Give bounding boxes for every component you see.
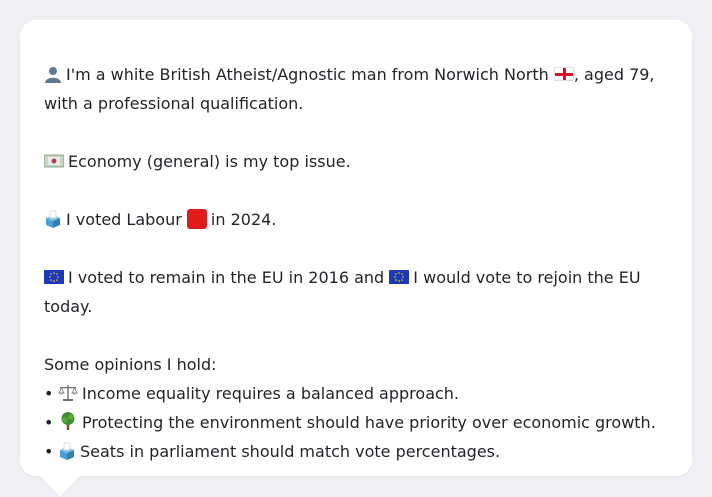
- eu-text-b: I would vote to rejoin the EU: [413, 268, 641, 287]
- bullet-icon: •: [44, 384, 54, 403]
- bio-line1-text: I'm a white British Atheist/Agnostic man…: [66, 65, 549, 84]
- scales-icon: [58, 385, 78, 401]
- speech-bubble-tail: [40, 476, 80, 496]
- eu-flag-icon: [44, 270, 64, 284]
- opinion-text: Protecting the environment should have p…: [82, 413, 656, 432]
- bullet-icon: •: [44, 442, 54, 461]
- eu-flag-icon: [389, 270, 410, 284]
- ballot-box-icon: [46, 210, 60, 228]
- tree-icon: [61, 412, 75, 430]
- opinion-item: • Income equality requires a balanced ap…: [44, 379, 668, 408]
- eu-text-a: I voted to remain in the EU in 2016 and: [68, 268, 385, 287]
- issue-text: Economy (general) is my top issue.: [68, 152, 351, 171]
- issue-paragraph: Economy (general) is my top issue.: [44, 147, 668, 176]
- opinions-section: Some opinions I hold: • Income equality …: [44, 350, 668, 466]
- bio-line2-text: with a professional qualification.: [44, 94, 304, 113]
- ballot-box-icon: [60, 442, 74, 460]
- money-icon: [44, 154, 64, 168]
- persona-card: I'm a white British Atheist/Agnostic man…: [20, 20, 692, 476]
- opinions-heading: Some opinions I hold:: [44, 355, 217, 374]
- bullet-icon: •: [44, 413, 54, 432]
- opinion-item: • Seats in parliament should match vote …: [44, 437, 668, 466]
- england-flag-icon: [553, 67, 574, 81]
- opinion-text: Income equality requires a balanced appr…: [82, 384, 460, 403]
- eu-text-c: today.: [44, 297, 93, 316]
- opinion-text: Seats in parliament should match vote pe…: [80, 442, 501, 461]
- bio-paragraph: I'm a white British Atheist/Agnostic man…: [44, 60, 668, 118]
- vote-paragraph: I voted Labour in 2024.: [44, 205, 668, 234]
- eu-paragraph: I voted to remain in the EU in 2016 and …: [44, 263, 668, 321]
- bio-age-text: , aged 79,: [573, 65, 655, 84]
- labour-red-square-icon: [186, 209, 207, 229]
- opinion-item: • Protecting the environment should have…: [44, 408, 668, 437]
- person-icon: [45, 67, 61, 83]
- vote-text-a: I voted Labour: [66, 210, 182, 229]
- vote-text-b: in 2024.: [210, 210, 277, 229]
